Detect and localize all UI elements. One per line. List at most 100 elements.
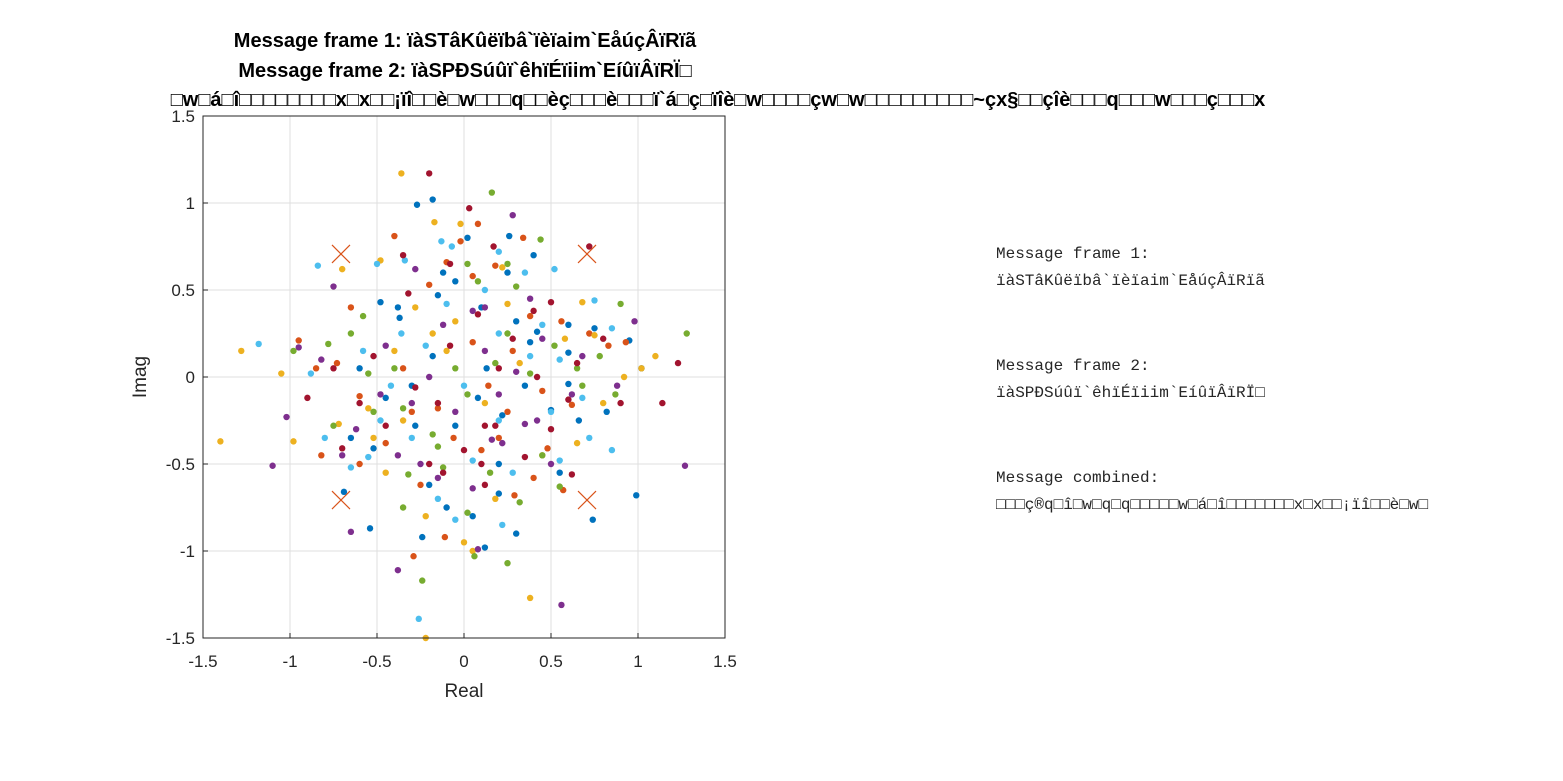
data-point-s6 [556,356,563,363]
data-point-s4 [269,462,276,469]
data-point-s7 [330,365,337,372]
data-point-s3 [399,417,407,424]
data-point-s1 [533,328,541,335]
data-point-s6 [495,330,502,337]
data-point-s2 [544,445,551,452]
x-tick-label: 1.5 [713,652,737,671]
data-point-s1 [495,460,502,468]
data-point-s1 [565,349,572,356]
data-point-s6 [377,417,384,424]
data-point-s6 [556,457,563,464]
data-point-s2 [333,359,341,367]
data-point-s6 [359,347,367,355]
data-point-s7 [547,426,555,433]
data-point-s6 [321,434,328,442]
data-point-s2 [474,220,482,228]
data-point-s3 [335,420,342,428]
data-point-s2 [457,238,464,245]
data-point-s4 [631,318,638,325]
data-point-s3 [391,347,398,355]
data-point-s3 [278,370,285,377]
data-point-s7 [460,446,468,454]
data-point-s6 [443,300,450,308]
data-point-s4 [434,474,442,482]
data-point-s1 [504,269,511,276]
data-point-s1 [474,394,482,402]
data-point-s4 [568,391,576,398]
y-tick-label: -1 [180,542,195,561]
data-point-s4 [452,408,459,415]
data-point-s5 [405,471,412,478]
title-line-combined: □w□á□î□□□□□□□□x□x□□¡ïî□□è□w□□□q□□èç□□□è□… [171,89,1266,111]
reference-marker-stroke [331,490,351,510]
data-point-s1 [413,201,421,208]
data-point-s7 [568,471,576,478]
combined-value: □□□ç®q□î□w□q□q□□□□□w□á□î□□□□□□□x□x□□¡ïî□… [996,496,1428,514]
data-point-s2 [469,339,476,346]
data-point-s2 [586,330,593,337]
data-point-s6 [307,370,315,377]
data-point-s1 [499,412,506,419]
data-point-s1 [506,232,513,240]
data-point-s7 [446,260,454,268]
data-point-s7 [674,359,682,367]
data-point-s1 [513,530,520,537]
data-point-s5 [347,330,355,337]
data-point-s1 [575,417,583,424]
data-point-s6 [452,516,459,523]
data-point-s7 [509,335,516,342]
scatter-axes: -1.5 -1 -0.5 0 0.5 1 1.5 1.5 1 0.5 0 -0.5 -1 -1.5 Re… [130,107,737,702]
y-axis-label: Imag [130,356,151,398]
data-point-s1 [591,325,598,332]
data-point-s2 [417,481,424,489]
data-point-s7 [399,252,407,259]
data-point-s5 [464,509,471,516]
data-point-s2 [504,408,511,415]
data-point-s1 [464,234,471,241]
data-point-s3 [457,220,464,228]
data-point-s4 [481,347,489,355]
data-point-s3 [516,359,523,367]
reference-marker [331,490,351,510]
data-point-s2 [511,492,518,499]
data-point-s5 [573,365,581,372]
data-point-s5 [539,452,546,459]
data-point-s5 [596,352,603,360]
data-point-s1 [481,544,489,551]
data-point-s2 [485,382,492,389]
data-point-s7 [478,460,485,468]
data-point-s3 [412,304,419,311]
data-point-s5 [683,330,690,337]
data-point-s2 [478,446,485,454]
data-point-s2 [469,272,476,280]
data-point-s5 [365,370,372,377]
data-point-s1 [377,298,384,306]
data-point-s1 [347,434,355,442]
data-point-s4 [495,391,502,398]
data-point-s4 [509,211,516,219]
data-point-s7 [426,170,433,177]
data-point-s6 [499,521,506,529]
data-point-s4 [469,307,476,315]
data-point-s2 [426,281,433,288]
data-point-s3 [398,170,405,177]
data-point-s7 [490,243,497,250]
data-point-s4 [474,546,482,553]
data-point-s5 [617,300,624,308]
data-point-s4 [382,342,389,349]
data-point-s7 [339,445,346,452]
data-point-s6 [398,330,405,337]
data-point-s5 [325,340,332,348]
data-point-s7 [356,399,363,407]
data-point-s5 [330,422,337,429]
data-point-s1 [603,408,610,415]
data-point-s5 [474,278,482,285]
data-point-s3 [652,352,659,360]
data-point-s4 [283,413,290,421]
data-point-s6 [551,265,558,273]
data-point-s6 [495,417,502,424]
x-axis-label: Real [444,681,483,702]
data-point-s2 [568,401,576,409]
data-point-s3 [290,438,297,445]
data-point-s7 [304,394,311,402]
